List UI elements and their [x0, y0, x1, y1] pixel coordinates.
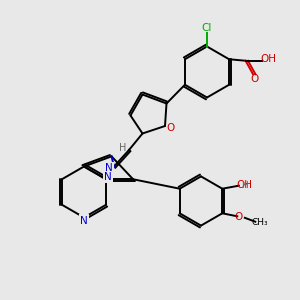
Text: H: H: [119, 142, 126, 153]
Text: H: H: [242, 181, 248, 190]
Text: N: N: [80, 215, 88, 226]
Text: OH: OH: [236, 180, 252, 190]
Text: CH₃: CH₃: [251, 218, 268, 227]
Text: Cl: Cl: [202, 23, 212, 33]
Text: N: N: [104, 172, 112, 182]
Text: N: N: [105, 163, 112, 173]
Text: O: O: [166, 123, 175, 134]
Text: OH: OH: [260, 54, 276, 64]
Text: O: O: [250, 74, 259, 84]
Text: O: O: [235, 212, 243, 222]
